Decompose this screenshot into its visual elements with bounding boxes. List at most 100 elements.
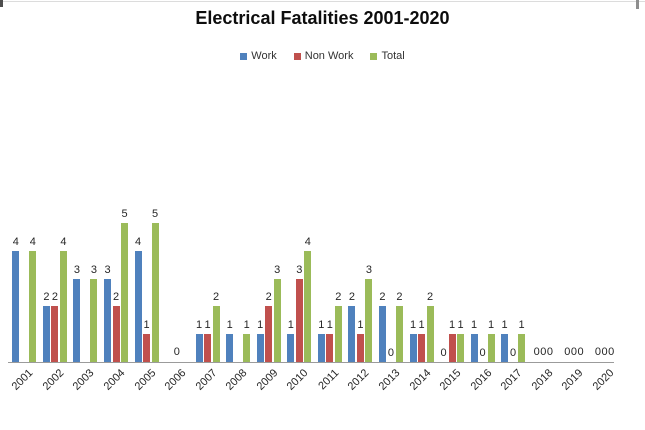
bar-work-2007 (195, 334, 203, 362)
bar-total-2011 (334, 306, 342, 362)
zero-label-2020: 000 (594, 346, 615, 358)
bar-total-2005 (151, 223, 159, 362)
screen-corner-artifact-left (0, 0, 3, 7)
bar-total-2012 (365, 278, 373, 362)
bar-label-total-2005: 5 (151, 208, 159, 220)
bar-non-work-2015 (448, 334, 456, 362)
bar-label-work-2008: 1 (226, 319, 233, 332)
bar-work-2010 (287, 334, 295, 362)
bar-total-2016 (487, 334, 495, 362)
bar-label-non-work-2010: 3 (296, 263, 303, 276)
bar-work-2005 (134, 250, 142, 362)
bar-label-work-2017: 1 (501, 319, 508, 332)
x-axis-label-2011: 2011 (316, 367, 342, 393)
bar-label-work-2001: 4 (12, 235, 19, 248)
zero-label-2019: 000 (564, 346, 585, 358)
bar-label-non-work-2005: 1 (143, 319, 150, 332)
x-axis-label-2007: 2007 (193, 367, 220, 393)
zero-label-2018: 000 (533, 346, 554, 358)
bar-non-work-2002 (51, 306, 59, 362)
x-axis-label-2014: 2014 (407, 367, 433, 393)
bar-label-non-work-2009: 2 (265, 291, 272, 304)
bar-label-work-2012: 2 (348, 291, 355, 304)
bar-total-2015 (457, 334, 464, 362)
bar-total-2008 (243, 334, 251, 362)
bar-label-total-2014: 2 (426, 291, 434, 304)
x-axis-label-2010: 2010 (284, 367, 311, 393)
bar-total-2004 (121, 223, 128, 362)
bar-label-total-2009: 3 (274, 263, 281, 276)
bar-label-work-2010: 1 (287, 319, 294, 332)
legend-label-work: Work (251, 50, 277, 62)
bar-non-work-2010 (295, 278, 303, 362)
bar-label-total-2002: 4 (60, 235, 67, 248)
legend-label-total: Total (381, 50, 405, 62)
bar-label-work-2009: 1 (257, 319, 264, 332)
bar-label-non-work-2007: 1 (204, 319, 211, 332)
bar-label-total-2013: 2 (396, 291, 403, 304)
bar-label-non-work-2017: 0 (510, 347, 517, 359)
x-axis-label-2012: 2012 (346, 367, 372, 393)
bar-work-2009 (256, 334, 264, 362)
screen-top-edge-line (0, 1, 645, 2)
x-axis-label-2019: 2019 (559, 367, 586, 393)
bar-work-2013 (378, 306, 386, 362)
bar-label-total-2003: 3 (90, 263, 97, 276)
legend-marker-work (240, 52, 248, 60)
bar-total-2007 (212, 306, 220, 362)
x-axis-label-2017: 2017 (498, 367, 525, 393)
bar-non-work-2009 (265, 306, 273, 362)
bar-label-total-2008: 1 (243, 319, 250, 332)
x-axis-label-2001: 2001 (9, 367, 36, 393)
bar-work-2017 (501, 334, 509, 362)
bar-label-work-2002: 2 (43, 291, 50, 304)
bar-label-work-2004: 3 (104, 263, 111, 276)
legend-item-non-work: Non Work (293, 50, 354, 62)
bar-non-work-2012 (356, 334, 364, 362)
x-axis-label-2008: 2008 (223, 367, 250, 393)
bar-label-work-2011: 1 (318, 319, 325, 332)
bar-label-work-2015: 0 (440, 347, 447, 359)
bar-label-total-2010: 4 (304, 235, 311, 248)
x-axis-label-2003: 2003 (71, 367, 97, 393)
bar-total-2009 (273, 278, 281, 362)
bar-non-work-2014 (418, 334, 425, 362)
legend-marker-total (370, 52, 378, 60)
bar-work-2014 (409, 334, 417, 362)
bar-total-2002 (59, 250, 67, 362)
bar-label-work-2016: 1 (471, 319, 478, 332)
legend-item-total: Total (370, 50, 405, 62)
x-axis-label-2013: 2013 (376, 367, 403, 393)
legend-marker-non-work (293, 52, 301, 60)
bar-work-2003 (73, 278, 81, 362)
bar-label-work-2013: 2 (379, 291, 386, 304)
bar-total-2001 (29, 250, 37, 362)
bar-label-non-work-2004: 2 (112, 291, 120, 304)
bar-label-work-2005: 4 (134, 235, 142, 248)
x-axis-label-2002: 2002 (40, 367, 67, 393)
bar-total-2013 (395, 306, 403, 362)
bar-label-work-2007: 1 (196, 319, 203, 332)
legend: Work Non Work Total (0, 50, 645, 62)
bar-non-work-2004 (112, 306, 120, 362)
bar-work-2012 (348, 306, 356, 362)
legend-label-non-work: Non Work (304, 50, 354, 62)
x-axis-line (8, 362, 614, 363)
legend-item-work: Work (240, 50, 277, 62)
bar-work-2016 (470, 334, 478, 362)
bar-work-2002 (42, 306, 50, 362)
x-axis-label-2015: 2015 (437, 367, 464, 393)
bar-work-2008 (226, 334, 234, 362)
x-axis-label-2005: 2005 (132, 367, 158, 393)
x-axis-label-2018: 2018 (529, 367, 556, 393)
x-axis-label-2016: 2016 (468, 367, 495, 393)
bar-non-work-2007 (204, 334, 212, 362)
bar-label-non-work-2015: 1 (448, 319, 456, 332)
bar-label-non-work-2012: 1 (357, 319, 364, 332)
bar-non-work-2011 (326, 334, 334, 362)
bar-label-total-2001: 4 (29, 235, 36, 248)
bar-total-2017 (518, 334, 526, 362)
bar-work-2004 (104, 278, 111, 362)
